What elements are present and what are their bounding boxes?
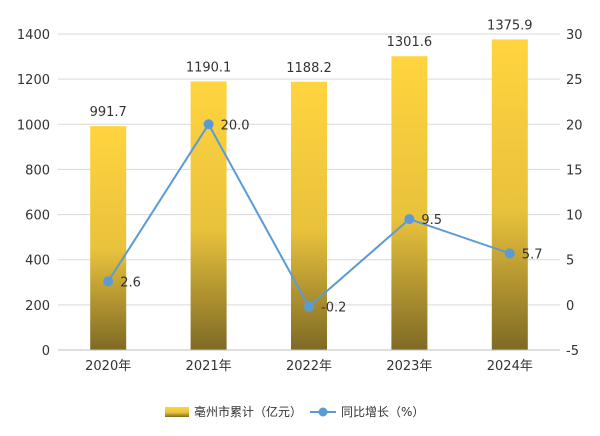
category-label: 2023年: [386, 359, 432, 374]
line-value-label: 9.5: [421, 213, 442, 228]
line-value-label: 5.7: [522, 247, 543, 262]
right-axis: -5 0 5 10 15 20 25 30: [566, 28, 583, 359]
right-tick-label: -5: [566, 344, 579, 359]
line-point: [103, 276, 114, 287]
right-tick-label: 25: [566, 73, 583, 88]
bar: [491, 39, 528, 351]
right-tick-label: 20: [566, 118, 583, 133]
bar-series: 991.7 1190.1 1188.2 1301.6 1375.9: [90, 18, 533, 351]
legend-bar-swatch: [165, 407, 189, 417]
category-label: 2024年: [487, 359, 533, 374]
right-tick-label: 30: [566, 28, 583, 43]
category-label: 2022年: [286, 359, 332, 374]
left-tick-label: 200: [25, 299, 50, 314]
line-point: [304, 301, 314, 312]
bar: [90, 126, 127, 350]
line-point: [504, 248, 515, 259]
left-tick-label: 1000: [17, 118, 50, 133]
right-tick-label: 5: [566, 254, 574, 269]
legend-line-marker: [318, 407, 328, 417]
line-series: 2.6 20.0 -0.2 9.5 5.7: [103, 118, 543, 316]
left-tick-label: 800: [25, 163, 50, 178]
line-point: [203, 119, 214, 130]
left-tick-label: 600: [25, 209, 50, 224]
line-value-label: 20.0: [221, 118, 250, 133]
category-label: 2021年: [186, 359, 232, 374]
category-label: 2020年: [85, 359, 131, 374]
right-tick-label: 0: [566, 299, 574, 314]
x-axis: 2020年 2021年 2022年 2023年 2024年: [58, 349, 560, 374]
legend: 亳州市累计（亿元） 同比增长（%）: [165, 404, 424, 419]
left-tick-label: 1400: [17, 28, 50, 43]
left-tick-label: 400: [25, 254, 50, 269]
left-tick-label: 1200: [17, 73, 50, 88]
left-axis: 0 200 400 600 800 1000 1200 1400: [17, 28, 50, 359]
bar-value-label: 991.7: [90, 105, 127, 120]
legend-line-label: 同比增长（%）: [341, 405, 424, 419]
left-tick-label: 0: [42, 344, 50, 359]
line-value-label: 2.6: [120, 275, 141, 290]
bar-value-label: 1375.9: [487, 18, 533, 33]
bar: [391, 56, 428, 350]
line-value-label: -0.2: [321, 301, 346, 316]
right-tick-label: 10: [566, 209, 583, 224]
bar-value-label: 1188.2: [286, 61, 332, 76]
right-tick-label: 15: [566, 163, 583, 178]
bar-value-label: 1301.6: [387, 35, 433, 50]
bar-value-label: 1190.1: [186, 60, 232, 75]
legend-bar-label: 亳州市累计（亿元）: [194, 404, 302, 419]
line-point: [404, 214, 415, 225]
